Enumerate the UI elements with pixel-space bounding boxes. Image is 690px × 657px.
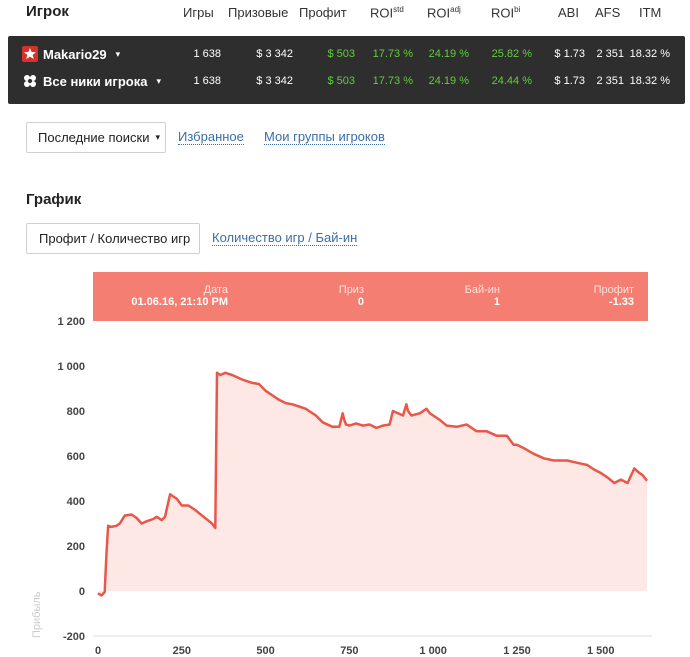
y-tick-labels: 1 200 1 000 800 600 400 200 0 -200 xyxy=(57,316,85,643)
player-column-header: Игрок xyxy=(26,3,69,20)
player-name[interactable]: Все ники игрока ▾ xyxy=(22,73,161,89)
y-tick-label: 600 xyxy=(67,451,85,463)
itm-value: 18.32 % xyxy=(629,48,670,60)
x-tick-labels: 0 250 500 750 1 000 1 250 1 500 xyxy=(95,645,615,657)
table-row[interactable]: Makario29 ▾ 1 638 $ 3 342 $ 503 17.73 % 2… xyxy=(8,41,685,67)
x-tick-label: 1 250 xyxy=(503,645,531,657)
profit-value: $ 503 xyxy=(327,48,355,60)
player-name[interactable]: Makario29 ▾ xyxy=(22,46,120,62)
games-value: 1 638 xyxy=(193,75,221,87)
itm-value: 18.32 % xyxy=(629,75,670,87)
x-tick-label: 1 000 xyxy=(419,645,447,657)
tab-profit-games-label: Профит / Количество игр xyxy=(39,231,191,246)
x-tick-label: 250 xyxy=(173,645,191,657)
tooltip-buyin-value: 1 xyxy=(493,296,500,308)
games-column-header[interactable]: Игры xyxy=(183,5,214,20)
y-tick-label: 200 xyxy=(67,541,85,553)
tooltip-buyin-label: Бай-ин xyxy=(464,284,500,296)
prize-value: $ 3 342 xyxy=(256,48,293,60)
abi-column-header[interactable]: ABI xyxy=(558,5,579,20)
tab-profit-games[interactable]: Профит / Количество игр xyxy=(26,223,200,254)
prize-column-header[interactable]: Призовые xyxy=(228,5,289,20)
afs-value: 2 351 xyxy=(596,48,624,60)
y-tick-label: 1 000 xyxy=(57,361,85,373)
x-tick-label: 750 xyxy=(340,645,358,657)
afs-value: 2 351 xyxy=(596,75,624,87)
x-tick-label: 0 xyxy=(95,645,101,657)
graph-heading: График xyxy=(26,191,82,208)
y-tick-label: 400 xyxy=(67,496,85,508)
y-tick-label: 1 200 xyxy=(57,316,85,328)
abi-value: $ 1.73 xyxy=(554,48,585,60)
tab-games-buyin[interactable]: Количество игр / Бай-ин xyxy=(212,230,358,246)
roi-std-column-header[interactable]: ROIstd xyxy=(370,5,404,21)
table-header: Игрок Игры Призовые Профит ROIstd ROIadj… xyxy=(0,0,690,28)
profit-column-header[interactable]: Профит xyxy=(299,5,347,20)
profit-line xyxy=(97,371,648,597)
tooltip-prize-value: 0 xyxy=(357,296,364,308)
favorites-link[interactable]: Избранное xyxy=(178,129,244,145)
recent-searches-dropdown[interactable]: Последние поиски ▾ xyxy=(26,122,166,153)
roi-adj-column-header[interactable]: ROIadj xyxy=(427,5,461,21)
roi-bi-value: 24.44 % xyxy=(491,75,532,87)
x-tick-label: 1 500 xyxy=(587,645,615,657)
tooltip-profit-label: Профит xyxy=(593,284,634,296)
pokerstars-icon xyxy=(22,46,38,62)
games-value: 1 638 xyxy=(193,48,221,60)
profit-value: $ 503 xyxy=(327,75,355,87)
chart-tooltip: Дата 01.06.16, 21:10 PM Приз 0 Бай-ин 1 … xyxy=(93,272,648,321)
prize-value: $ 3 342 xyxy=(256,75,293,87)
network-icon xyxy=(24,75,36,87)
chevron-down-icon: ▾ xyxy=(155,132,160,142)
tooltip-profit-value: -1.33 xyxy=(608,296,634,308)
y-axis-label: Прибыль xyxy=(31,591,43,638)
table-row[interactable]: Все ники игрока ▾ 1 638 $ 3 342 $ 503 17.… xyxy=(8,68,685,94)
roi-adj-value: 24.19 % xyxy=(428,48,469,60)
tooltip-prize-label: Приз xyxy=(338,284,364,296)
profit-area xyxy=(98,372,647,596)
roi-std-value: 17.73 % xyxy=(372,75,413,87)
recent-searches-label: Последние поиски xyxy=(38,130,150,145)
y-tick-label: 0 xyxy=(79,586,85,598)
roi-bi-column-header[interactable]: ROIbi xyxy=(491,5,521,21)
player-stats-table: Makario29 ▾ 1 638 $ 3 342 $ 503 17.73 % 2… xyxy=(8,36,685,104)
x-tick-label: 500 xyxy=(256,645,274,657)
roi-std-value: 17.73 % xyxy=(372,48,413,60)
tooltip-date-value: 01.06.16, 21:10 PM xyxy=(131,296,228,308)
afs-column-header[interactable]: AFS xyxy=(595,5,621,20)
y-tick-label: -200 xyxy=(63,631,85,643)
roi-adj-value: 24.19 % xyxy=(428,75,469,87)
tooltip-date-label: Дата xyxy=(203,284,228,296)
roi-bi-value: 25.82 % xyxy=(491,48,532,60)
abi-value: $ 1.73 xyxy=(554,75,585,87)
y-tick-label: 800 xyxy=(67,406,85,418)
my-groups-link[interactable]: Мои группы игроков xyxy=(264,129,385,145)
itm-column-header[interactable]: ITM xyxy=(639,5,662,20)
